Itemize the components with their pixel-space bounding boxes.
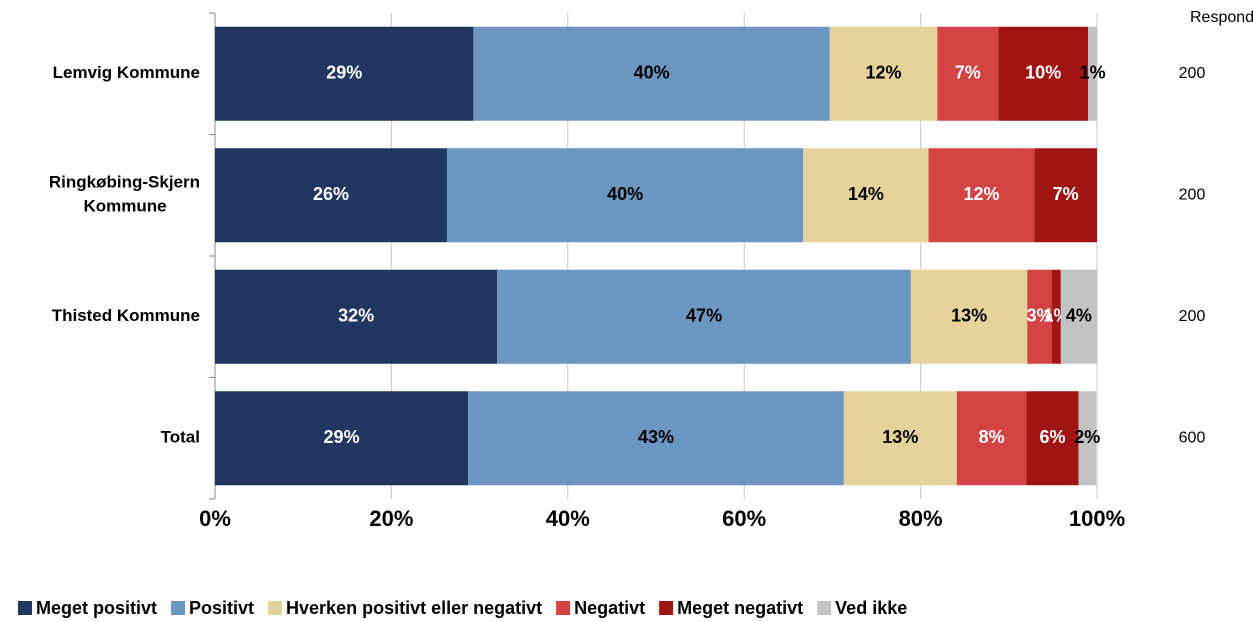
value-label: 12% bbox=[963, 184, 999, 204]
respondents-value: 200 bbox=[1179, 65, 1206, 82]
value-label: 4% bbox=[1066, 306, 1092, 326]
value-label: 2% bbox=[1074, 427, 1100, 447]
value-label: 32% bbox=[338, 306, 374, 326]
x-tick-label: 40% bbox=[546, 506, 590, 531]
category-label: Thisted Kommune bbox=[52, 306, 200, 325]
bar-segment bbox=[473, 26, 830, 121]
value-label: 29% bbox=[326, 63, 362, 83]
legend-label: Hverken positivt eller negativt bbox=[286, 598, 542, 618]
bar-segment bbox=[1078, 391, 1097, 486]
value-label: 43% bbox=[638, 427, 674, 447]
x-tick-label: 60% bbox=[722, 506, 766, 531]
x-tick-label: 20% bbox=[369, 506, 413, 531]
bar-segment bbox=[1026, 391, 1079, 486]
value-label: 29% bbox=[324, 427, 360, 447]
bar-segment bbox=[1060, 269, 1097, 364]
legend-swatch bbox=[268, 601, 283, 615]
legend-swatch bbox=[556, 601, 571, 615]
bar-segment bbox=[843, 391, 957, 486]
bar-segment bbox=[1027, 269, 1053, 364]
bar-segment bbox=[215, 391, 469, 486]
category-label: Total bbox=[161, 428, 200, 447]
value-label: 7% bbox=[1053, 184, 1079, 204]
bar-segment bbox=[497, 269, 911, 364]
value-label: 40% bbox=[634, 63, 670, 83]
respondents-value: 200 bbox=[1179, 308, 1206, 325]
bar-segment bbox=[998, 26, 1089, 121]
value-label: 1% bbox=[1080, 63, 1106, 83]
x-tick-label: 80% bbox=[899, 506, 943, 531]
value-label: 12% bbox=[866, 63, 902, 83]
legend-label: Positivt bbox=[189, 598, 254, 618]
value-label: 10% bbox=[1025, 63, 1061, 83]
value-label: 13% bbox=[951, 306, 987, 326]
x-tick-label: 100% bbox=[1069, 506, 1125, 531]
bar-segment bbox=[215, 26, 474, 121]
legend-swatch bbox=[171, 601, 186, 615]
value-label: 3% bbox=[1027, 306, 1053, 326]
value-label: 14% bbox=[848, 184, 884, 204]
category-label: Lemvig Kommune bbox=[53, 63, 200, 82]
value-label: 8% bbox=[979, 427, 1005, 447]
value-label: 7% bbox=[955, 63, 981, 83]
respondents-title: Respondenter bbox=[1190, 9, 1253, 26]
value-label: 47% bbox=[686, 306, 722, 326]
value-label: 40% bbox=[607, 184, 643, 204]
legend-swatch bbox=[18, 601, 32, 615]
bar-segment bbox=[468, 391, 844, 486]
bar-segment bbox=[910, 269, 1028, 364]
bar-segment bbox=[1034, 148, 1097, 243]
legend-label: Meget positivt bbox=[36, 598, 157, 618]
legend-label: Negativt bbox=[574, 598, 645, 618]
bar-segment bbox=[803, 148, 929, 243]
x-tick-label: 0% bbox=[199, 506, 231, 531]
bar-segment bbox=[937, 26, 999, 121]
value-label: 26% bbox=[313, 184, 349, 204]
bar-segment bbox=[829, 26, 938, 121]
respondents-value: 600 bbox=[1179, 429, 1206, 446]
bar-segment bbox=[446, 148, 804, 243]
respondents-value: 200 bbox=[1179, 186, 1206, 203]
legend-swatch bbox=[659, 601, 674, 615]
bar-segment bbox=[956, 391, 1027, 486]
legend-label: Meget negativt bbox=[677, 598, 803, 618]
bar-segment bbox=[215, 148, 447, 243]
value-label: 13% bbox=[882, 427, 918, 447]
legend-swatch bbox=[817, 601, 832, 615]
bar-segment bbox=[1088, 26, 1097, 121]
bar-segment bbox=[1052, 269, 1061, 364]
category-label: Ringkøbing-Skjern Kommune bbox=[49, 173, 200, 216]
value-label: 6% bbox=[1039, 427, 1065, 447]
bar-segment bbox=[215, 269, 498, 364]
legend-label: Ved ikke bbox=[835, 598, 907, 618]
bar-segment bbox=[928, 148, 1035, 243]
